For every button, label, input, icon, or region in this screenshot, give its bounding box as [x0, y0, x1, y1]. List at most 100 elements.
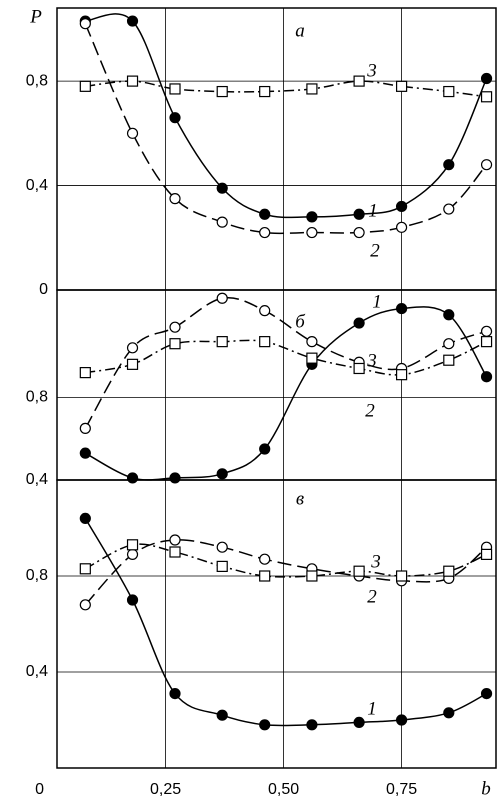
series-label: 1: [368, 200, 378, 221]
point: [443, 565, 455, 577]
point: [306, 570, 318, 582]
point: [480, 159, 493, 171]
point: [126, 358, 139, 370]
point: [169, 338, 181, 350]
point: [216, 292, 228, 304]
panel-frame: [56, 289, 497, 481]
series-label: 2: [365, 400, 375, 421]
point: [259, 443, 271, 455]
point: [480, 325, 493, 337]
point: [126, 594, 139, 606]
point: [79, 563, 91, 575]
point: [126, 15, 139, 27]
point: [259, 305, 271, 317]
panel-title: а: [295, 20, 305, 41]
point: [259, 553, 271, 565]
point: [443, 85, 455, 98]
point: [443, 354, 455, 366]
y-tick-label: 0: [39, 281, 48, 298]
point: [79, 599, 91, 611]
point: [259, 226, 271, 239]
point: [306, 83, 318, 95]
point: [126, 75, 139, 87]
x-axis-label: b: [481, 778, 491, 799]
x-tick-label: 0,75: [386, 781, 417, 798]
y-tick-label: 0,8: [26, 389, 48, 406]
point: [216, 336, 228, 348]
point: [353, 75, 365, 87]
point: [216, 468, 228, 480]
point: [169, 193, 181, 205]
point: [443, 203, 455, 215]
point: [259, 208, 271, 220]
point: [169, 546, 181, 558]
point: [169, 534, 181, 546]
series-line: [85, 13, 488, 219]
point: [169, 472, 181, 484]
point: [395, 570, 408, 582]
point: [216, 85, 228, 98]
series-line: [84, 23, 488, 235]
point: [126, 472, 139, 484]
series-line: [84, 518, 487, 727]
point: [126, 342, 139, 354]
series-line: [85, 80, 487, 98]
y-tick-label: 0,4: [26, 177, 48, 194]
point: [443, 159, 455, 171]
point: [79, 367, 91, 379]
point: [259, 85, 271, 98]
point: [169, 687, 181, 700]
point: [480, 72, 493, 85]
panel-title: б: [295, 311, 306, 332]
x-tick-label: 0,25: [150, 781, 181, 798]
point: [353, 565, 365, 577]
point: [216, 216, 228, 228]
series-line: [84, 539, 488, 606]
point: [126, 127, 139, 139]
point: [216, 182, 228, 194]
point: [169, 112, 181, 124]
series-line: [84, 306, 488, 481]
point: [79, 422, 91, 434]
point: [353, 317, 365, 329]
y-tick-label: 0,4: [26, 471, 48, 488]
series-line: [84, 543, 487, 578]
point: [79, 512, 91, 525]
point: [306, 719, 318, 731]
point: [480, 548, 493, 561]
series-label: 2: [370, 240, 380, 261]
point: [480, 687, 493, 700]
point: [216, 709, 228, 721]
point: [79, 80, 91, 92]
y-tick-label: 0,8: [26, 72, 48, 89]
series-label: 3: [366, 60, 377, 81]
point: [306, 211, 318, 223]
point: [395, 714, 408, 726]
point: [216, 560, 228, 573]
series-label: 1: [367, 698, 377, 719]
point: [259, 719, 271, 731]
point: [306, 336, 318, 348]
point: [353, 362, 365, 375]
y-tick-label: 0,4: [26, 663, 48, 680]
point: [480, 91, 493, 103]
point: [79, 18, 91, 30]
series-label: 3: [370, 551, 381, 572]
point: [395, 221, 408, 233]
point: [259, 336, 271, 348]
point: [443, 338, 455, 350]
point: [126, 539, 139, 551]
x-tick-label: 0,50: [268, 781, 299, 798]
point: [443, 707, 455, 719]
point: [216, 541, 228, 553]
point: [306, 226, 318, 239]
point: [126, 548, 139, 561]
x-tick-label: 0: [35, 781, 44, 798]
point: [306, 352, 318, 364]
point: [259, 570, 271, 582]
panel-frame: [56, 479, 497, 769]
series-line: [85, 339, 487, 376]
point: [79, 447, 91, 459]
point: [395, 80, 408, 92]
point: [480, 371, 493, 383]
